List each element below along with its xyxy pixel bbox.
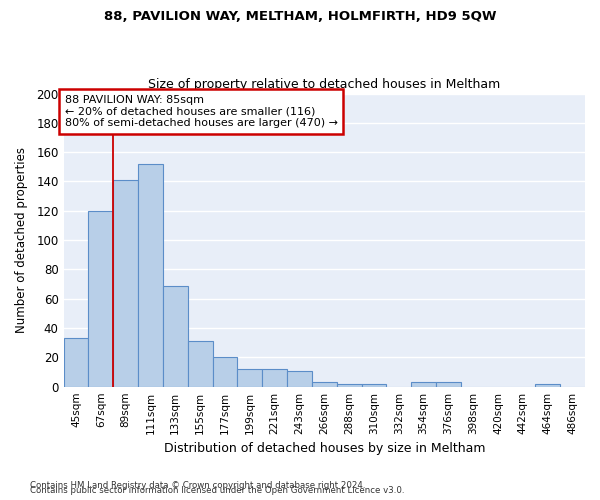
- Bar: [188, 341, 212, 386]
- Y-axis label: Number of detached properties: Number of detached properties: [15, 147, 28, 333]
- Bar: [337, 384, 362, 386]
- Title: Size of property relative to detached houses in Meltham: Size of property relative to detached ho…: [148, 78, 500, 91]
- Bar: [287, 370, 312, 386]
- Bar: [138, 164, 163, 386]
- Bar: [362, 384, 386, 386]
- Bar: [88, 211, 113, 386]
- Bar: [64, 338, 88, 386]
- Bar: [411, 382, 436, 386]
- Bar: [212, 358, 238, 386]
- X-axis label: Distribution of detached houses by size in Meltham: Distribution of detached houses by size …: [164, 442, 485, 455]
- Bar: [262, 369, 287, 386]
- Bar: [238, 369, 262, 386]
- Bar: [163, 286, 188, 386]
- Text: Contains HM Land Registry data © Crown copyright and database right 2024.: Contains HM Land Registry data © Crown c…: [30, 481, 365, 490]
- Text: 88 PAVILION WAY: 85sqm
← 20% of detached houses are smaller (116)
80% of semi-de: 88 PAVILION WAY: 85sqm ← 20% of detached…: [65, 95, 338, 128]
- Bar: [436, 382, 461, 386]
- Bar: [113, 180, 138, 386]
- Bar: [535, 384, 560, 386]
- Text: 88, PAVILION WAY, MELTHAM, HOLMFIRTH, HD9 5QW: 88, PAVILION WAY, MELTHAM, HOLMFIRTH, HD…: [104, 10, 496, 23]
- Text: Contains public sector information licensed under the Open Government Licence v3: Contains public sector information licen…: [30, 486, 404, 495]
- Bar: [312, 382, 337, 386]
